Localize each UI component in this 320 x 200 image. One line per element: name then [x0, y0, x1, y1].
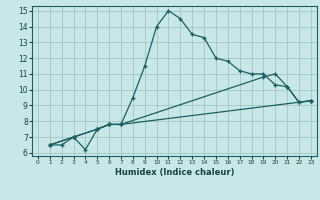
X-axis label: Humidex (Indice chaleur): Humidex (Indice chaleur) — [115, 168, 234, 177]
